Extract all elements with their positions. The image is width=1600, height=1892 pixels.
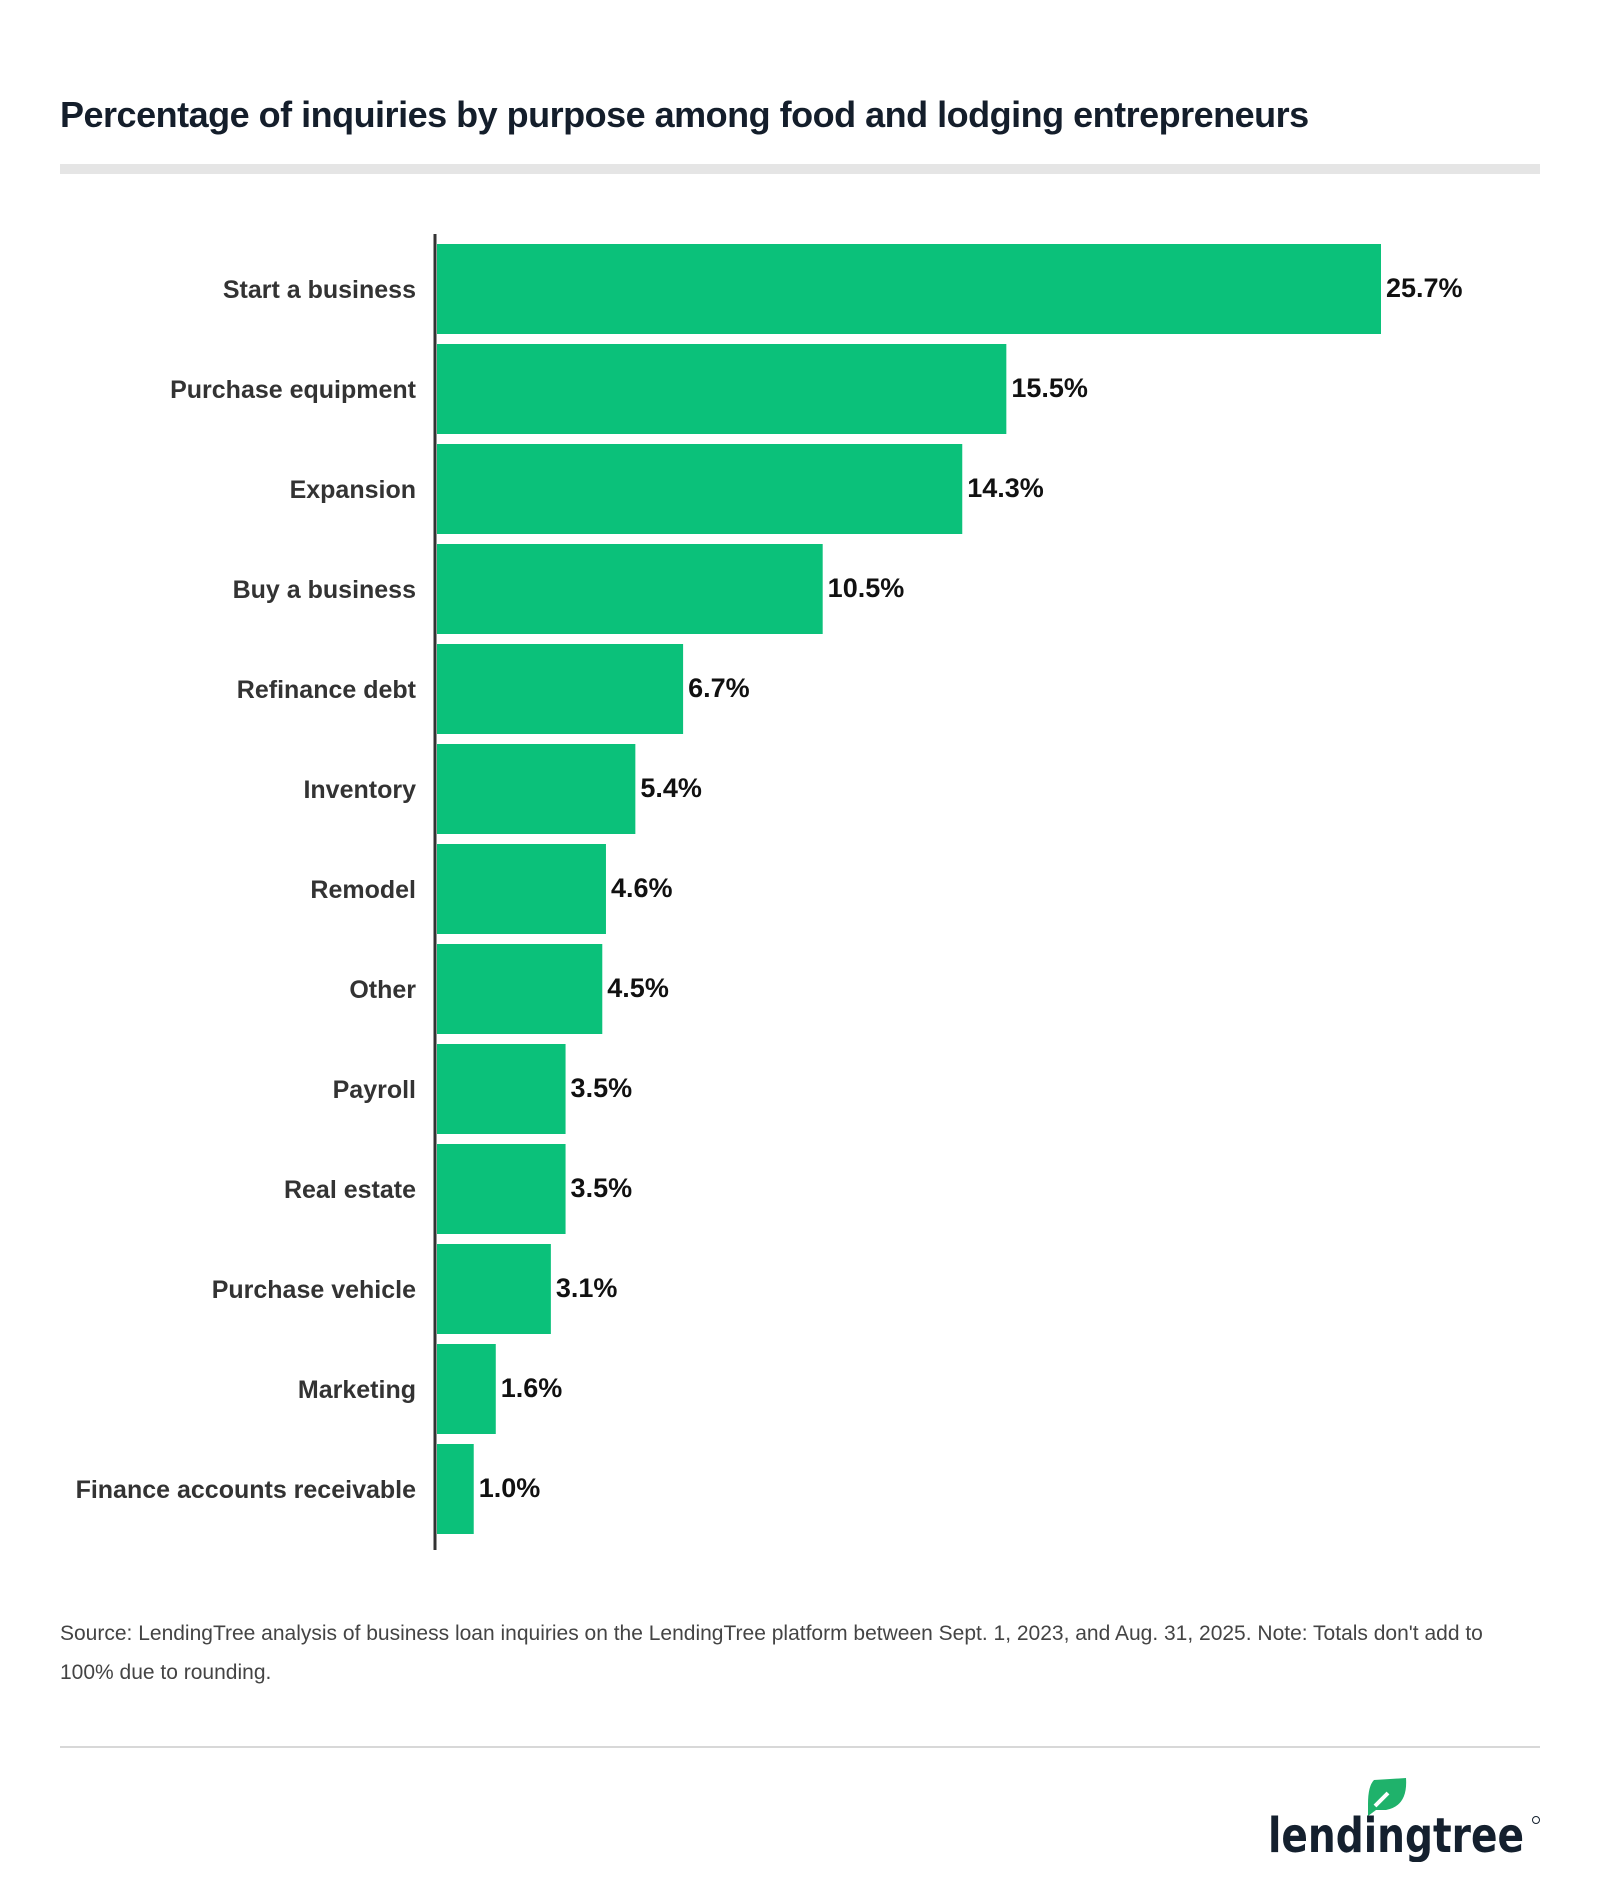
logo-text: lendingtree: [1268, 1808, 1524, 1862]
bar: [437, 444, 963, 534]
value-label: 25.7%: [1386, 273, 1463, 303]
bar: [437, 1444, 474, 1534]
bar: [437, 744, 636, 834]
value-label: 3.5%: [571, 1073, 633, 1103]
value-label: 4.6%: [611, 873, 673, 903]
title-divider: [60, 164, 1540, 174]
category-label: Purchase vehicle: [212, 1276, 416, 1304]
bar: [437, 544, 823, 634]
value-label: 6.7%: [688, 673, 750, 703]
value-label: 10.5%: [828, 573, 905, 603]
bar: [437, 944, 603, 1034]
category-label: Buy a business: [233, 576, 416, 604]
value-label: 14.3%: [967, 473, 1044, 503]
value-label: 1.6%: [501, 1373, 563, 1403]
bar: [437, 1144, 566, 1234]
value-label: 4.5%: [607, 973, 669, 1003]
category-label: Purchase equipment: [170, 376, 417, 404]
footer-divider: [60, 1746, 1540, 1748]
category-label: Remodel: [310, 876, 416, 904]
bar: [437, 1244, 551, 1334]
leaf-icon: [1368, 1778, 1407, 1816]
bar: [437, 644, 684, 734]
category-label: Real estate: [284, 1176, 416, 1204]
category-label: Finance accounts receivable: [76, 1476, 417, 1504]
value-label: 3.1%: [556, 1273, 618, 1303]
source-note: Source: LendingTree analysis of business…: [60, 1622, 1483, 1684]
value-label: 3.5%: [571, 1173, 633, 1203]
category-label: Refinance debt: [237, 676, 417, 704]
bar: [437, 244, 1381, 334]
category-label: Start a business: [223, 276, 416, 304]
bar: [437, 1344, 496, 1434]
chart-title: Percentage of inquiries by purpose among…: [60, 94, 1309, 135]
bar: [437, 1044, 566, 1134]
category-label: Other: [349, 976, 416, 1004]
value-label: 15.5%: [1011, 373, 1088, 403]
category-label: Expansion: [290, 476, 416, 504]
value-label: 1.0%: [479, 1473, 541, 1503]
lendingtree-logo: lendingtree: [1268, 1778, 1540, 1862]
bar-chart: Start a business 25.7% Purchase equipment 1…: [76, 234, 1463, 1550]
registered-mark: [1532, 1816, 1540, 1824]
category-label: Inventory: [303, 776, 416, 804]
bar: [437, 344, 1007, 434]
category-label: Payroll: [333, 1076, 416, 1104]
value-label: 5.4%: [640, 773, 702, 803]
bar: [437, 844, 606, 934]
category-label: Marketing: [298, 1376, 416, 1404]
